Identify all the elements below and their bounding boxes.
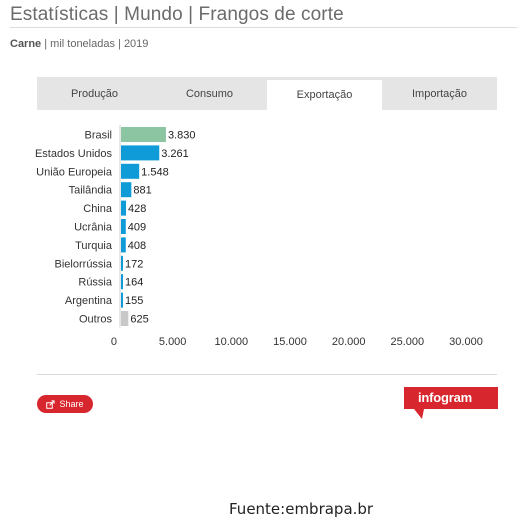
footer-divider (37, 374, 497, 375)
tab-importacao[interactable]: Importação (411, 87, 468, 100)
category-label: Brasil (84, 130, 112, 142)
bar (121, 311, 129, 326)
category-label: Ucrânia (74, 222, 113, 234)
bar (121, 292, 123, 308)
tab-consumo[interactable]: Consumo (185, 87, 234, 100)
share-label: Share (59, 399, 84, 409)
bar (121, 127, 166, 142)
category-label: Rússia (78, 277, 113, 289)
x-tick-label: 10.000 (215, 336, 249, 348)
value-label: 1.548 (141, 166, 169, 178)
subtitle-category: Carne (10, 38, 42, 50)
bar (121, 145, 160, 161)
share-icon (46, 399, 56, 409)
value-label: 409 (128, 222, 146, 234)
bar (121, 163, 140, 179)
infogram-logo-shape (404, 387, 498, 419)
bar (121, 200, 127, 216)
page-title: Estatísticas | Mundo | Frangos de corte (10, 4, 344, 25)
bar (121, 219, 126, 234)
tab-exportacao[interactable]: Exportação (267, 80, 382, 110)
x-tick-label: 15.000 (273, 336, 307, 348)
share-button[interactable]: Share (37, 395, 93, 413)
category-label: China (83, 203, 113, 215)
x-tick-label: 30.000 (449, 336, 483, 348)
category-label: Outros (79, 314, 113, 326)
x-tick-label: 20.000 (332, 336, 366, 348)
subtitle-units: | mil toneladas | 2019 (41, 38, 149, 50)
category-label: Estados Unidos (35, 148, 113, 160)
bar (121, 182, 132, 198)
x-tick-label: 0 (111, 336, 117, 348)
category-label: União Europeia (36, 166, 113, 178)
value-label: 164 (125, 277, 143, 289)
category-label: Tailândia (69, 185, 113, 197)
infogram-logo[interactable]: infogram (404, 387, 498, 421)
title-divider (10, 27, 517, 28)
bar (121, 274, 123, 290)
source-credit: Fuente:embrapa.br (229, 500, 374, 518)
value-label: 428 (128, 203, 146, 215)
infogram-logo-text: infogram (418, 390, 473, 405)
category-label: Bielorrússia (55, 258, 113, 270)
category-label: Argentina (65, 295, 113, 307)
value-label: 3.830 (168, 130, 196, 142)
x-tick-label: 5.000 (159, 336, 187, 348)
bar (121, 255, 124, 271)
value-label: 408 (128, 240, 146, 252)
value-label: 625 (130, 314, 148, 326)
tab-bar: Produção Consumo Exportação Importação (37, 77, 497, 110)
value-label: 155 (125, 295, 143, 307)
chart-subtitle: Carne | mil toneladas | 2019 (10, 38, 148, 50)
x-tick-label: 25.000 (391, 336, 425, 348)
bar (121, 237, 126, 253)
value-label: 881 (133, 185, 151, 197)
value-label: 3.261 (161, 148, 189, 160)
tab-producao[interactable]: Produção (70, 87, 119, 100)
value-label: 172 (125, 258, 143, 270)
category-label: Turquia (75, 240, 113, 252)
